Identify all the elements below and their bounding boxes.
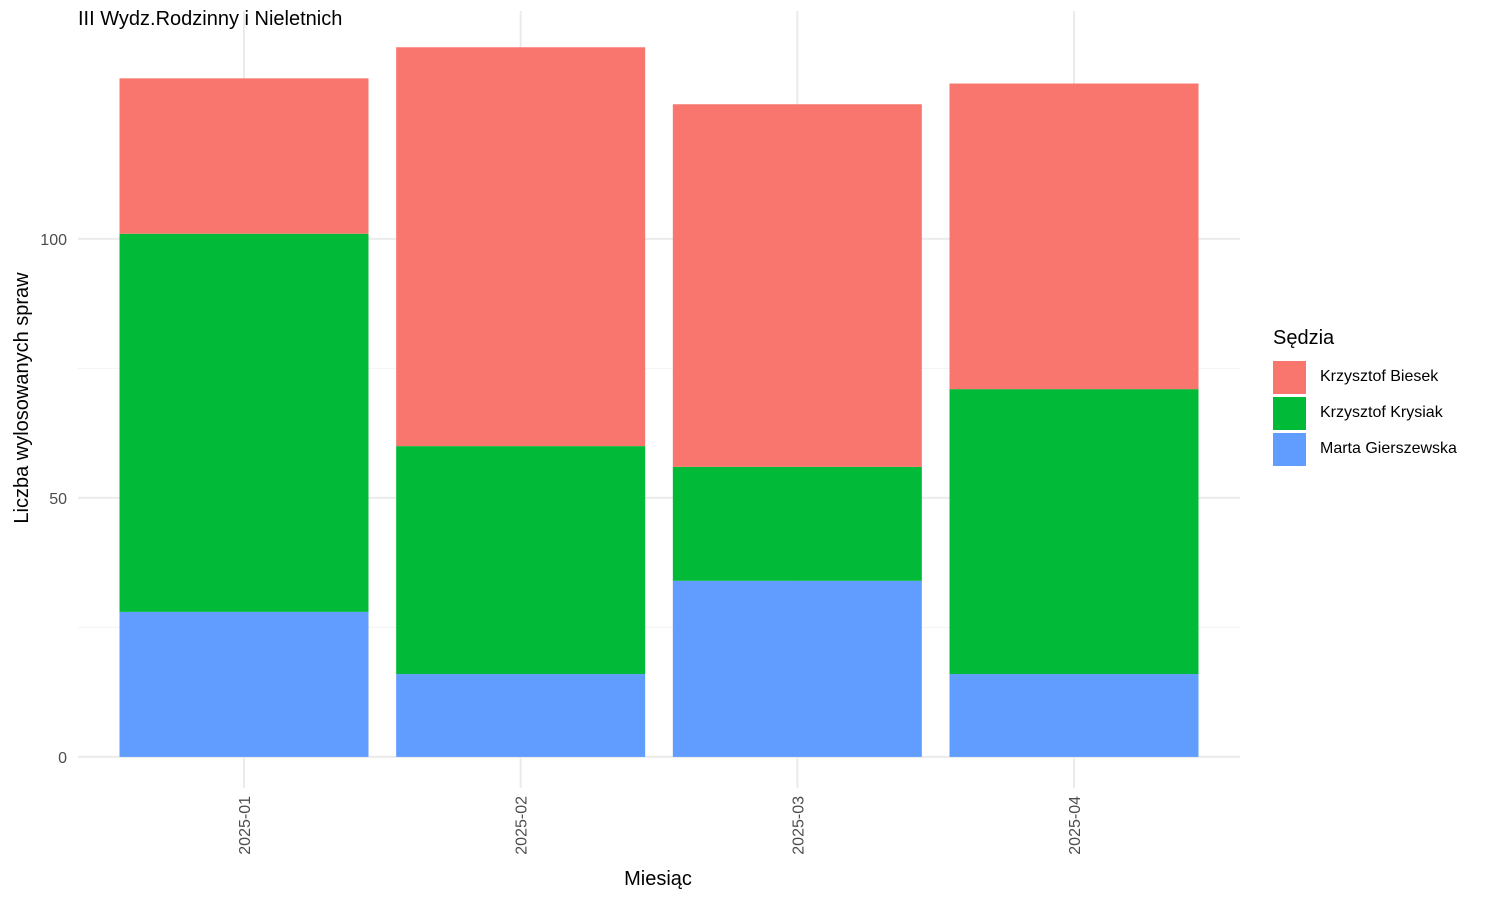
legend-label: Krzysztof Krysiak bbox=[1320, 404, 1443, 421]
axes: 0 50 100 2025-01 2025-02 2025-03 2025-04 bbox=[40, 232, 1084, 855]
legend-item: Marta Gierszewska bbox=[1273, 431, 1457, 467]
x-axis-label: Miesiąc bbox=[624, 868, 692, 890]
bar-segment bbox=[396, 674, 646, 757]
bars bbox=[119, 47, 1199, 757]
legend: Sędzia Krzysztof Biesek Krzysztof Krysiak… bbox=[1273, 327, 1457, 467]
y-tick-label: 50 bbox=[49, 491, 67, 508]
legend-swatch bbox=[1273, 396, 1306, 430]
legend-swatch bbox=[1273, 432, 1306, 466]
bar-segment bbox=[119, 611, 369, 757]
legend-label: Marta Gierszewska bbox=[1320, 440, 1457, 457]
y-tick-label: 100 bbox=[40, 232, 67, 249]
bar-segment bbox=[119, 78, 369, 234]
bar-segment bbox=[396, 446, 646, 675]
legend-item: Krzysztof Krysiak bbox=[1273, 395, 1457, 431]
chart-title: III Wydz.Rodzinny i Nieletnich bbox=[78, 8, 343, 30]
bar-segment bbox=[949, 674, 1199, 757]
legend-items: Krzysztof Biesek Krzysztof Krysiak Marta G… bbox=[1273, 359, 1457, 467]
y-axis-label: Liczba wylosowanych spraw bbox=[11, 272, 33, 524]
x-tick-label: 2025-02 bbox=[514, 796, 531, 855]
y-tick-label: 0 bbox=[58, 750, 67, 767]
bar-segment bbox=[396, 47, 646, 447]
bar-segment bbox=[672, 104, 922, 467]
x-tick-label: 2025-03 bbox=[790, 796, 807, 855]
bar-segment bbox=[672, 580, 922, 757]
x-tick-label: 2025-01 bbox=[237, 796, 254, 855]
legend-label: Krzysztof Biesek bbox=[1320, 368, 1439, 385]
legend-swatch bbox=[1273, 360, 1306, 394]
x-tick-label: 2025-04 bbox=[1067, 796, 1084, 855]
bar-segment bbox=[949, 389, 1199, 675]
legend-title: Sędzia bbox=[1273, 327, 1335, 349]
legend-item: Krzysztof Biesek bbox=[1273, 359, 1457, 395]
bar-segment bbox=[672, 466, 922, 581]
bar-segment bbox=[949, 83, 1199, 390]
bar-segment bbox=[119, 233, 369, 612]
